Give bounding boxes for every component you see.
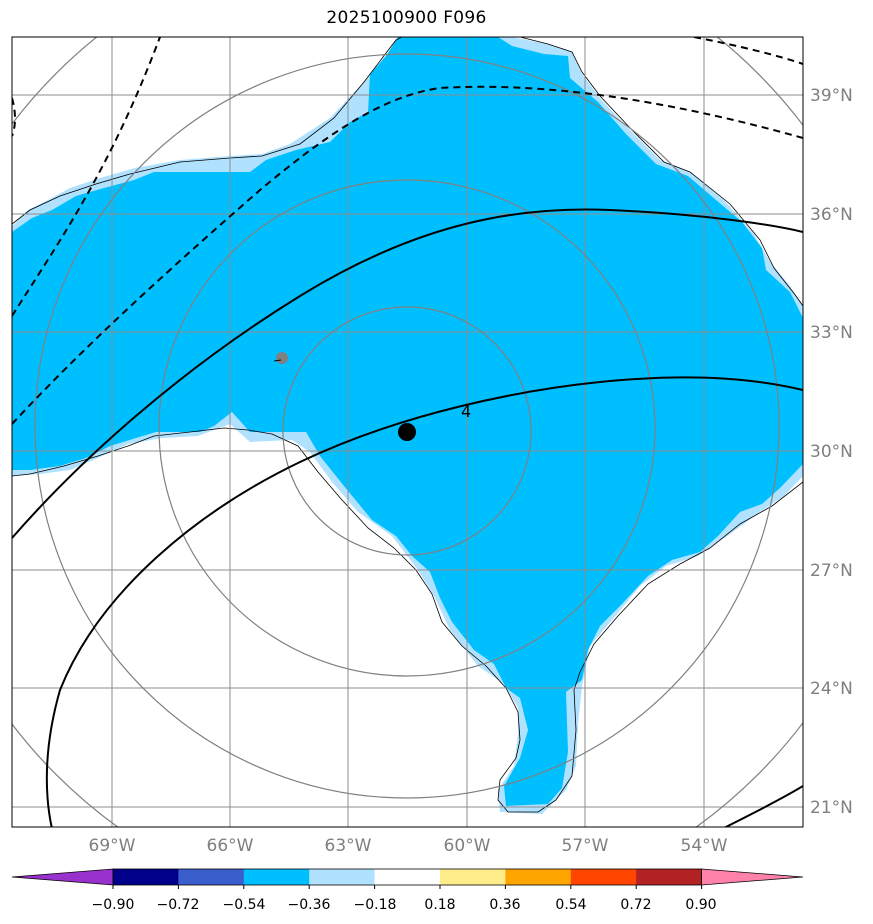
lon-label: 63°W: [325, 836, 372, 856]
map-title: 2025100900 F096: [326, 8, 487, 28]
colorbar-swatch: [374, 869, 441, 885]
secondary-marker-tick: [273, 359, 282, 362]
lon-label: 60°W: [444, 836, 491, 856]
colorbar-ticks: [112, 885, 703, 889]
colorbar-swatch: [309, 869, 376, 885]
colorbar-tick-label: 0.90: [685, 897, 716, 913]
colorbar-tick-label: −0.72: [157, 897, 200, 913]
colorbar-tick-label: −0.18: [354, 897, 397, 913]
lat-label: 30°N: [810, 442, 853, 462]
colorbar-swatch: [178, 869, 245, 885]
colorbar-tick-label: 0.54: [555, 897, 586, 913]
lat-label: 33°N: [810, 323, 853, 343]
lat-label: 21°N: [810, 798, 853, 818]
contour-label: 4: [461, 402, 471, 421]
lat-label: 24°N: [810, 679, 853, 699]
dashed-contours: [12, 37, 803, 425]
lon-label: 57°W: [562, 836, 609, 856]
colorbar-swatch: [243, 869, 310, 885]
colorbar-swatches: [11, 868, 804, 886]
colorbar-outline: [112, 868, 702, 886]
colorbar-swatch: [113, 869, 179, 885]
secondary-center-marker: [276, 352, 288, 364]
storm-center-marker: [398, 423, 416, 441]
longitude-labels: 69°W 66°W 63°W 60°W 57°W 54°W: [89, 836, 728, 856]
colorbar-tick-label: 0.36: [489, 897, 520, 913]
lat-label: 39°N: [810, 86, 853, 106]
colorbar-swatch: [505, 869, 572, 885]
colorbar-swatch: [440, 869, 506, 885]
latitude-labels: 39°N 36°N 33°N 30°N 27°N 24°N 21°N: [810, 86, 853, 818]
colorbar-swatch: [570, 869, 637, 885]
lon-label: 69°W: [89, 836, 136, 856]
solid-contours: [12, 208, 803, 827]
colorbar-tick-label: −0.90: [92, 897, 135, 913]
colorbar-extend-low: [11, 868, 114, 886]
colorbar-tick-label: 0.72: [620, 897, 651, 913]
map-frame: [11, 36, 804, 828]
colorbar-swatch: [636, 869, 703, 885]
colorbar: −0.90 −0.72 −0.54 −0.36 −0.18 0.18 0.36 …: [11, 868, 804, 913]
lon-label: 54°W: [681, 836, 728, 856]
lat-label: 27°N: [810, 561, 853, 581]
graticule: [12, 37, 803, 827]
colorbar-tick-label: −0.54: [223, 897, 266, 913]
colorbar-tick-label: −0.36: [288, 897, 331, 913]
lon-label: 66°W: [207, 836, 254, 856]
colorbar-tick-label: 0.18: [424, 897, 455, 913]
colorbar-extend-high: [701, 868, 804, 886]
lat-label: 36°N: [810, 205, 853, 225]
